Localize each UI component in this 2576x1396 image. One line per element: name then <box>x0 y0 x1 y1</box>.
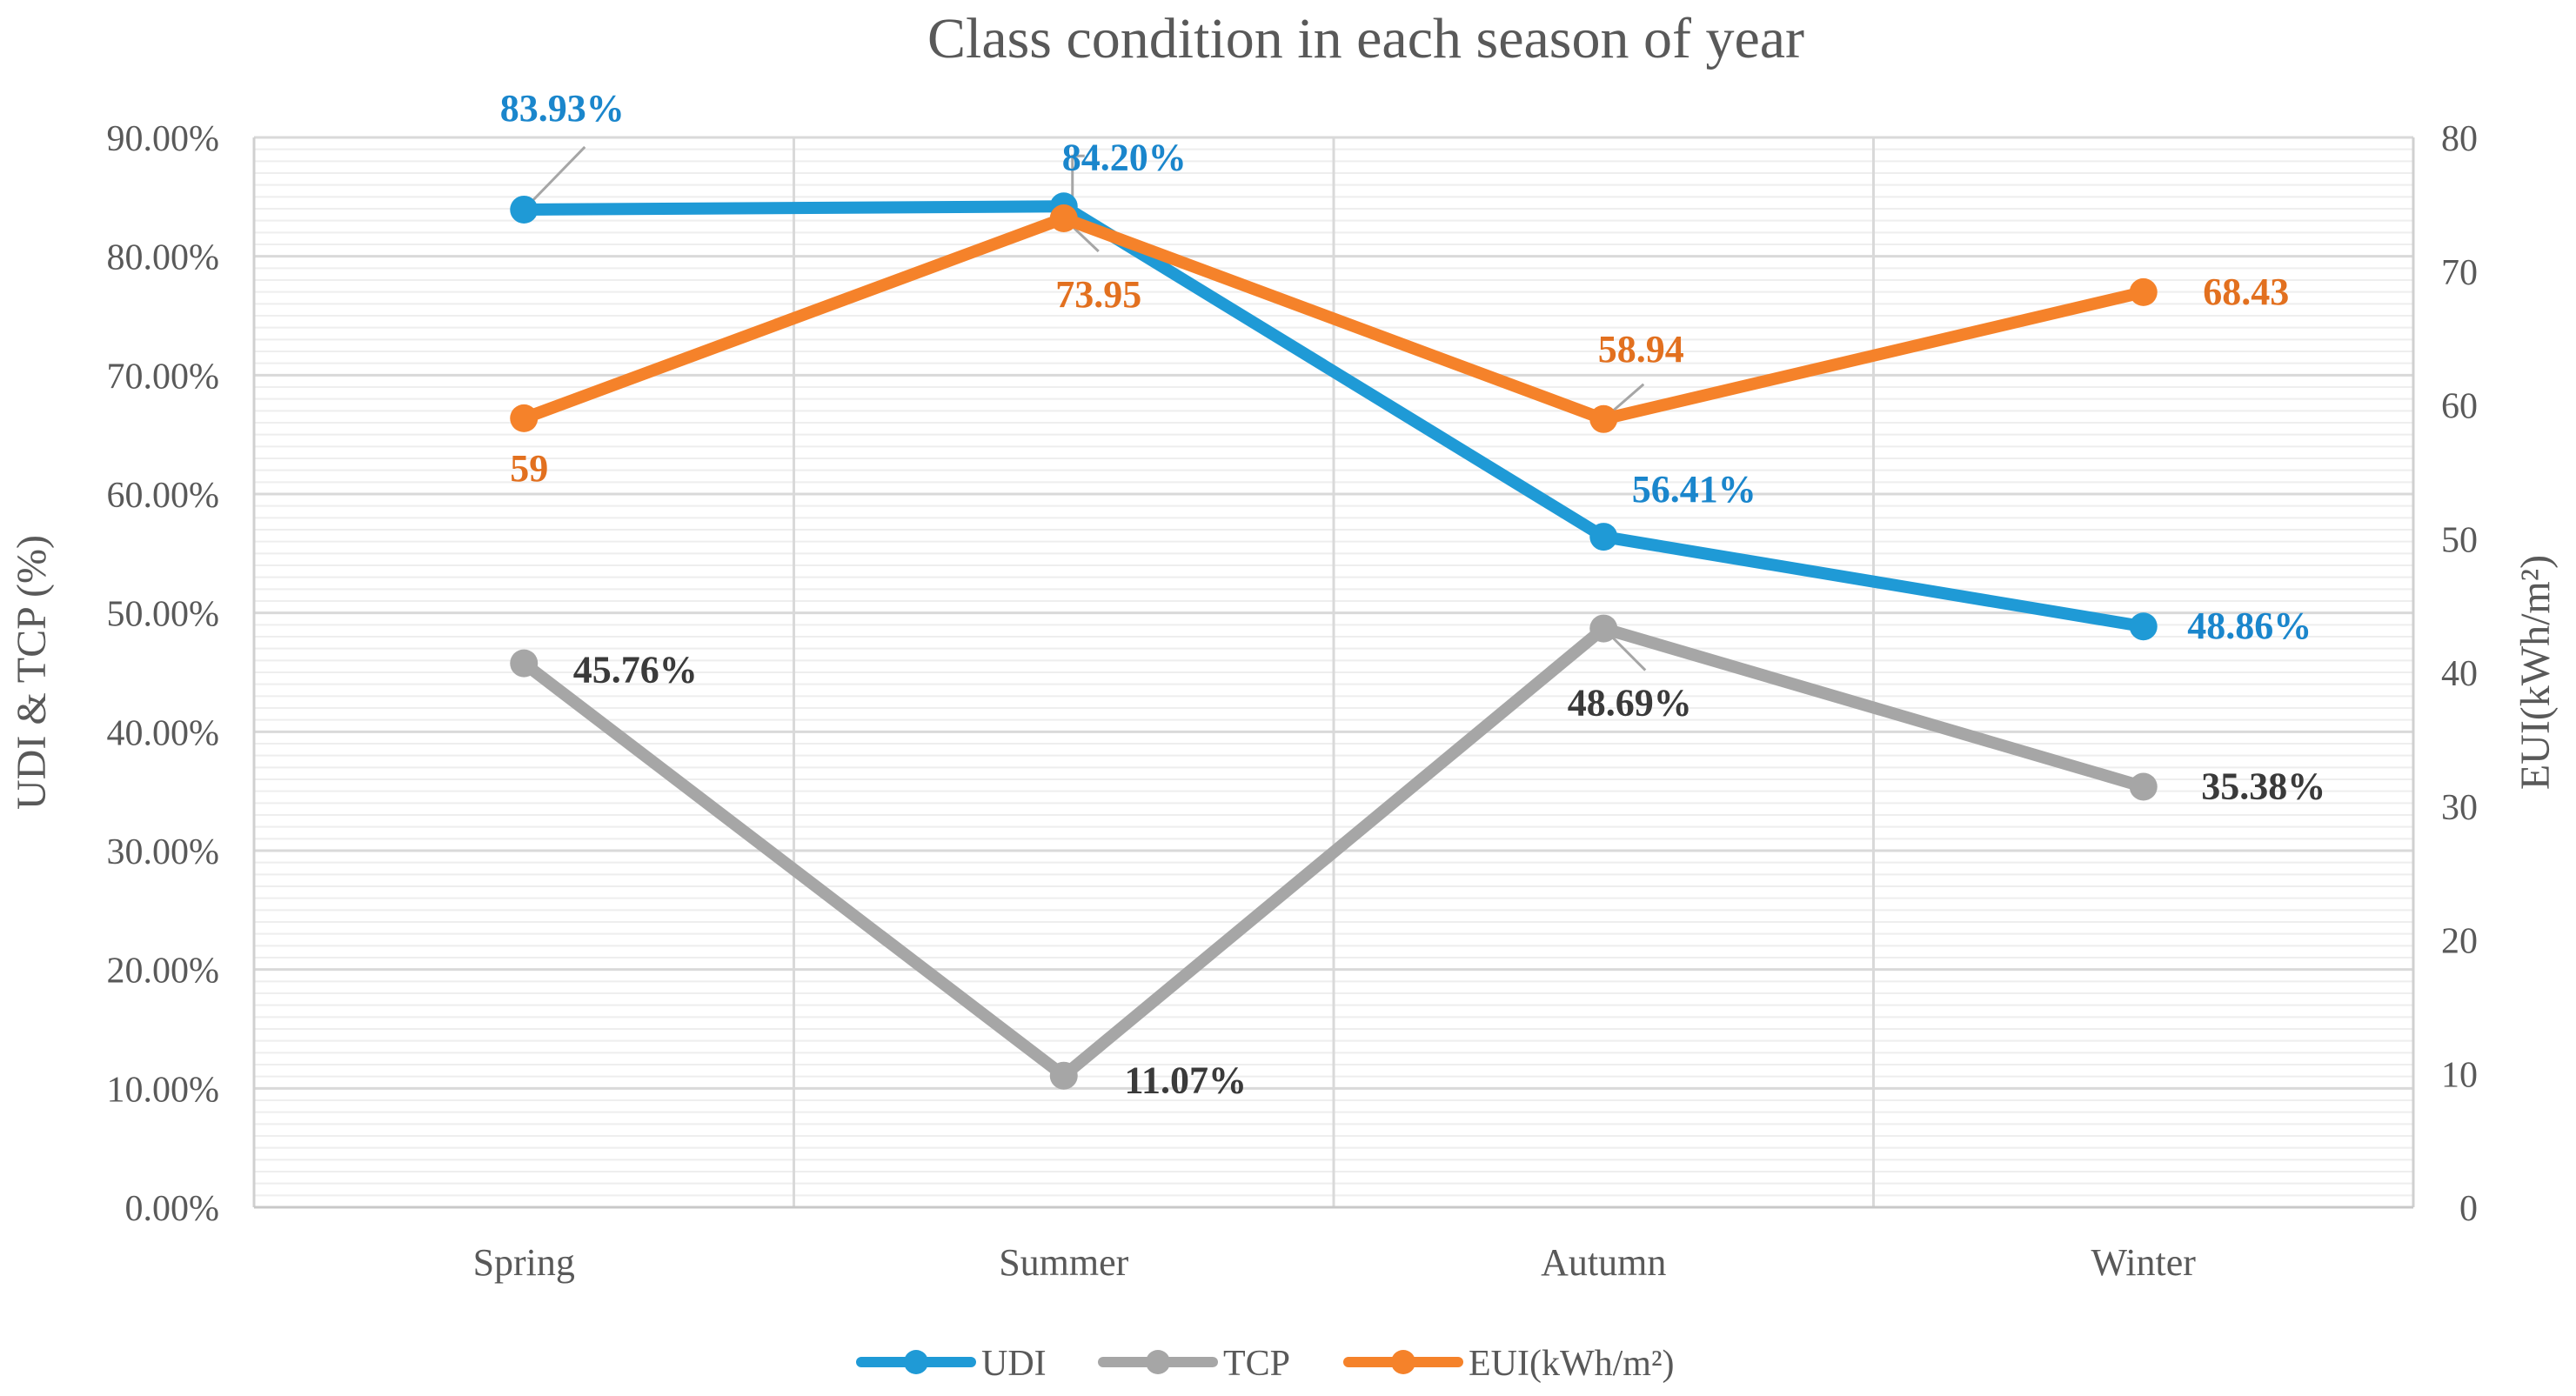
data-point-udi <box>1589 523 1618 551</box>
data-label: 56.41% <box>1632 468 1756 511</box>
y-left-tick-label: 10.00% <box>107 1070 220 1110</box>
data-point-eui <box>2129 277 2158 306</box>
data-point-tcp <box>2129 772 2158 801</box>
legend-label: UDI <box>981 1344 1047 1384</box>
x-tick-label: Spring <box>473 1241 575 1284</box>
y-left-tick-label: 50.00% <box>107 595 220 635</box>
y-right-tick-label: 20 <box>2441 922 2478 962</box>
y-left-tick-label: 20.00% <box>107 952 220 992</box>
y-right-tick-label: 30 <box>2441 788 2478 828</box>
legend: UDI TCP EUI(kWh/m²) <box>856 1344 1675 1384</box>
data-point-tcp <box>510 649 539 678</box>
data-labels: 83.93% 84.20% 56.41% 48.86% 45.76% 11.07% 48.6… <box>500 87 2326 1102</box>
y-axis-right-ticks: 0 10 20 30 40 50 60 70 80 <box>2441 119 2478 1229</box>
data-point-eui <box>1589 404 1618 433</box>
data-point-udi <box>510 195 539 224</box>
y-axis-left-title: UDI & TCP (%) <box>9 535 55 810</box>
leader-line <box>1071 154 1085 207</box>
series-line-eui-kwh-m <box>518 212 2150 425</box>
y-right-tick-label: 60 <box>2441 387 2478 427</box>
x-tick-label: Summer <box>999 1241 1128 1284</box>
y-axis-right-title: EUI(kWh/m²) <box>2512 555 2559 790</box>
data-point-eui <box>510 404 539 432</box>
data-point-udi <box>2129 612 2158 641</box>
y-right-tick-label: 10 <box>2441 1055 2478 1095</box>
y-right-tick-label: 0 <box>2459 1189 2478 1229</box>
series-line-tcp <box>518 622 2150 1082</box>
leader-line <box>523 145 586 211</box>
y-left-tick-label: 0.00% <box>125 1189 220 1229</box>
series-line-udi <box>518 200 2150 633</box>
legend-swatch-marker <box>904 1350 928 1374</box>
data-label: 11.07% <box>1124 1059 1247 1102</box>
y-right-tick-label: 50 <box>2441 520 2478 560</box>
x-tick-label: Winter <box>2091 1241 2197 1284</box>
data-point-tcp <box>1589 614 1618 643</box>
y-left-tick-label: 30.00% <box>107 832 220 872</box>
data-label: 59 <box>510 447 548 490</box>
data-label: 84.20% <box>1062 136 1187 178</box>
data-label: 68.43 <box>2203 271 2289 313</box>
y-left-tick-label: 90.00% <box>107 119 220 159</box>
y-right-tick-label: 70 <box>2441 253 2478 293</box>
legend-swatch-marker <box>1146 1350 1170 1374</box>
y-right-tick-label: 40 <box>2441 654 2478 694</box>
chart-title: Class condition in each season of year <box>927 7 1804 70</box>
legend-label: TCP <box>1223 1344 1290 1384</box>
legend-label: EUI(kWh/m²) <box>1469 1344 1675 1384</box>
y-left-tick-label: 70.00% <box>107 357 220 397</box>
legend-swatch-marker <box>1391 1350 1415 1374</box>
x-tick-label: Autumn <box>1541 1241 1666 1284</box>
data-label: 83.93% <box>500 87 625 130</box>
data-label: 48.86% <box>2187 604 2312 647</box>
y-left-tick-label: 60.00% <box>107 476 220 516</box>
data-label: 45.76% <box>573 649 698 691</box>
y-axis-left-ticks: 0.00% 10.00% 20.00% 30.00% 40.00% 50.00% 60.00… <box>107 119 220 1229</box>
y-right-tick-label: 80 <box>2441 119 2478 159</box>
data-label: 58.94 <box>1598 328 1684 371</box>
y-left-tick-label: 40.00% <box>107 713 220 753</box>
data-point-tcp <box>1049 1061 1078 1090</box>
data-label: 73.95 <box>1055 273 1141 316</box>
series-lines <box>518 200 2150 1082</box>
data-label: 35.38% <box>2201 765 2325 807</box>
y-left-tick-label: 80.00% <box>107 238 220 278</box>
x-axis-ticks: Spring Summer Autumn Winter <box>473 1241 2197 1284</box>
series-points <box>510 192 2158 1090</box>
data-point-eui <box>1049 204 1078 233</box>
data-label: 48.69% <box>1568 682 1692 725</box>
